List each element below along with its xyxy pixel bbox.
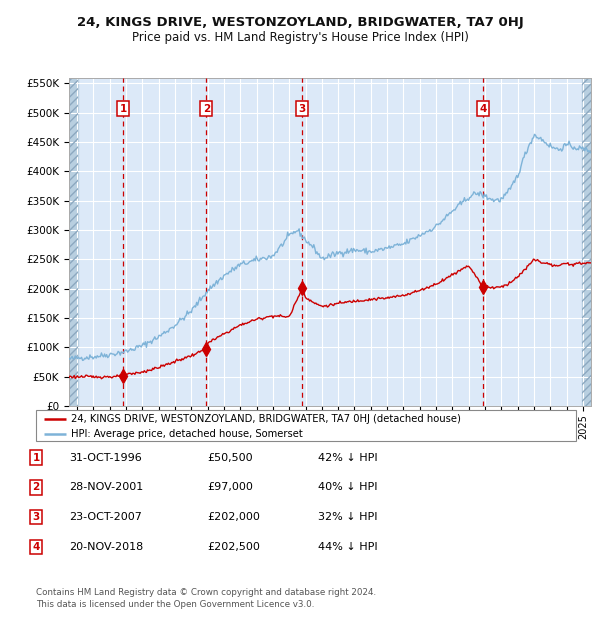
Text: 3: 3 xyxy=(299,104,306,113)
Text: 3: 3 xyxy=(32,512,40,522)
Text: £202,000: £202,000 xyxy=(207,512,260,522)
Text: 32% ↓ HPI: 32% ↓ HPI xyxy=(318,512,377,522)
Text: 24, KINGS DRIVE, WESTONZOYLAND, BRIDGWATER, TA7 0HJ (detached house): 24, KINGS DRIVE, WESTONZOYLAND, BRIDGWAT… xyxy=(71,414,461,423)
Text: 23-OCT-2007: 23-OCT-2007 xyxy=(69,512,142,522)
Text: 1: 1 xyxy=(32,453,40,463)
Text: 2: 2 xyxy=(203,104,210,113)
Bar xyxy=(582,78,591,406)
FancyBboxPatch shape xyxy=(36,410,576,441)
Text: 44% ↓ HPI: 44% ↓ HPI xyxy=(318,542,377,552)
Bar xyxy=(69,78,78,406)
Text: 42% ↓ HPI: 42% ↓ HPI xyxy=(318,453,377,463)
Text: 1: 1 xyxy=(120,104,127,113)
Text: 4: 4 xyxy=(32,542,40,552)
Text: £50,500: £50,500 xyxy=(207,453,253,463)
Text: 28-NOV-2001: 28-NOV-2001 xyxy=(69,482,143,492)
Text: Contains HM Land Registry data © Crown copyright and database right 2024.
This d: Contains HM Land Registry data © Crown c… xyxy=(36,588,376,609)
Text: 24, KINGS DRIVE, WESTONZOYLAND, BRIDGWATER, TA7 0HJ: 24, KINGS DRIVE, WESTONZOYLAND, BRIDGWAT… xyxy=(77,17,523,29)
Bar xyxy=(582,78,591,406)
Text: 40% ↓ HPI: 40% ↓ HPI xyxy=(318,482,377,492)
Text: £97,000: £97,000 xyxy=(207,482,253,492)
Text: 31-OCT-1996: 31-OCT-1996 xyxy=(69,453,142,463)
Text: 20-NOV-2018: 20-NOV-2018 xyxy=(69,542,143,552)
Text: HPI: Average price, detached house, Somerset: HPI: Average price, detached house, Some… xyxy=(71,429,303,439)
Text: Price paid vs. HM Land Registry's House Price Index (HPI): Price paid vs. HM Land Registry's House … xyxy=(131,31,469,43)
Text: 2: 2 xyxy=(32,482,40,492)
Bar xyxy=(69,78,78,406)
Text: £202,500: £202,500 xyxy=(207,542,260,552)
Text: 4: 4 xyxy=(479,104,487,113)
